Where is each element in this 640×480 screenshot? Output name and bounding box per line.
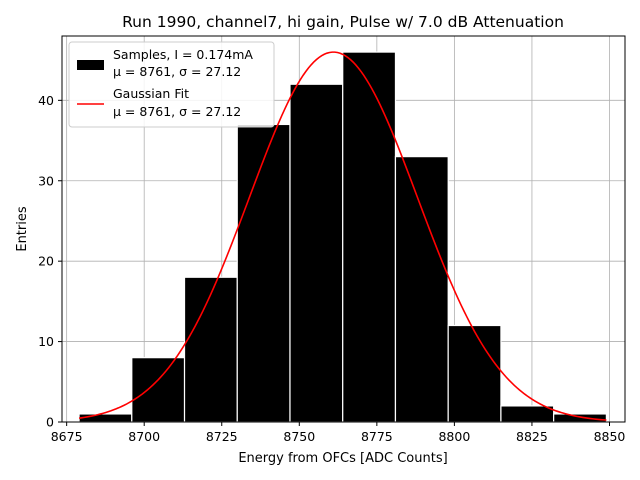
legend-box [68, 41, 275, 128]
histogram-bar [131, 357, 186, 423]
histogram-bar [394, 156, 449, 423]
y-tick-label: 10 [38, 334, 54, 349]
histogram-bar [500, 405, 555, 423]
legend-fit-label: Gaussian Fit [113, 86, 189, 101]
chart-title: Run 1990, channel7, hi gain, Pulse w/ 7.… [122, 13, 564, 31]
gaussian-fit [78, 51, 607, 421]
x-tick-label: 8800 [438, 429, 470, 444]
x-tick-label: 8850 [594, 429, 626, 444]
x-axis-label: Energy from OFCs [ADC Counts] [238, 451, 447, 466]
histogram-bar [553, 413, 607, 423]
x-tick-label: 8700 [128, 429, 160, 444]
x-tick-label: 8825 [516, 429, 548, 444]
y-tick-label: 40 [38, 93, 54, 108]
x-tick-label: 8775 [361, 429, 393, 444]
histogram-bar [447, 324, 502, 423]
y-axis-ticks: 0 10 20 30 40 [38, 93, 62, 430]
x-tick-label: 8725 [206, 429, 238, 444]
plot-area-frame [61, 35, 626, 423]
histogram-bar [342, 51, 397, 423]
histogram-bar [236, 123, 291, 423]
gaussian-fit-curve [78, 51, 607, 421]
histogram-bar [183, 276, 238, 423]
legend-samples-stats: μ = 8761, σ = 27.12 [113, 64, 241, 79]
y-tick-label: 20 [38, 254, 54, 269]
y-tick-label: 0 [46, 415, 54, 430]
histogram-bars [78, 51, 607, 423]
x-axis-ticks: 8675 8700 8725 8750 8775 8800 8825 8850 [51, 422, 626, 444]
legend-samples-swatch [77, 60, 104, 70]
histogram-bar [78, 413, 133, 423]
y-axis-label: Entries [15, 206, 30, 252]
legend-fit-stats: μ = 8761, σ = 27.12 [113, 104, 241, 119]
x-tick-label: 8750 [283, 429, 315, 444]
histogram-bar [289, 83, 344, 423]
legend-samples-label: Samples, I = 0.174mA [113, 47, 253, 62]
legend: Samples, I = 0.174mA μ = 8761, σ = 27.12… [68, 41, 275, 128]
x-tick-label: 8675 [51, 429, 83, 444]
y-tick-label: 30 [38, 173, 54, 188]
